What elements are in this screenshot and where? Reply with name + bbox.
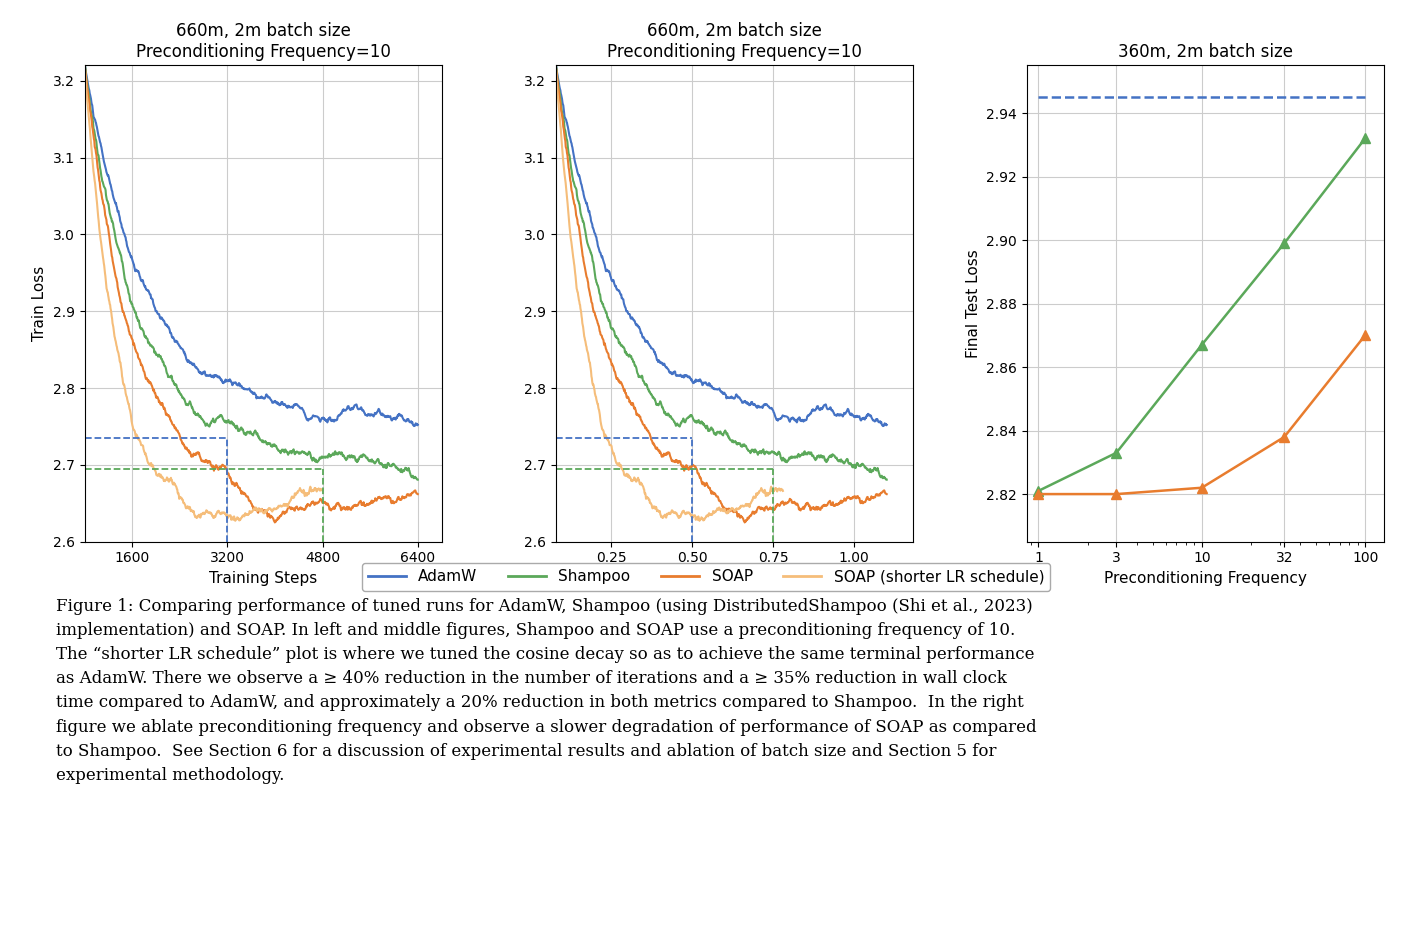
Legend: AdamW, Shampoo, SOAP, SOAP (shorter LR schedule): AdamW, Shampoo, SOAP, SOAP (shorter LR s… — [361, 563, 1051, 590]
Title: 360m, 2m batch size: 360m, 2m batch size — [1118, 43, 1293, 61]
Title: 660m, 2m batch size
Preconditioning Frequency=10: 660m, 2m batch size Preconditioning Freq… — [607, 22, 861, 61]
Y-axis label: Train Loss: Train Loss — [32, 266, 48, 341]
X-axis label: Wall Time (scaled by AdamW): Wall Time (scaled by AdamW) — [620, 571, 849, 586]
Title: 660m, 2m batch size
Preconditioning Frequency=10: 660m, 2m batch size Preconditioning Freq… — [136, 22, 391, 61]
Text: Figure 1: Comparing performance of tuned runs for AdamW, Shampoo (using Distribu: Figure 1: Comparing performance of tuned… — [56, 598, 1036, 784]
X-axis label: Preconditioning Frequency: Preconditioning Frequency — [1104, 571, 1306, 586]
Y-axis label: Final Test Loss: Final Test Loss — [966, 249, 981, 358]
X-axis label: Training Steps: Training Steps — [209, 571, 318, 586]
